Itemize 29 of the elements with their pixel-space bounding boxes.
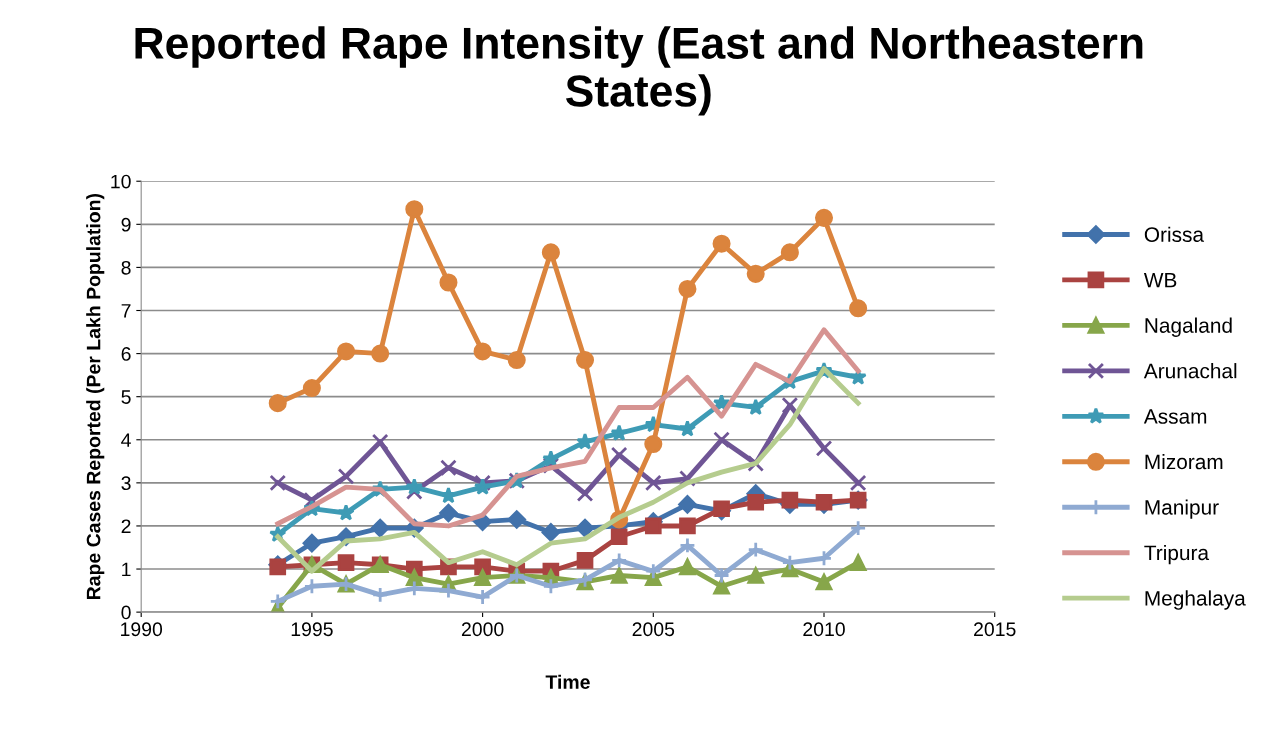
x-tick-label: 2015: [974, 622, 1016, 637]
legend-label: Arunachal: [1143, 363, 1237, 379]
y-tick-label: 1: [122, 562, 131, 577]
y-axis-title: Rape Cases Reported (Per Lakh Population): [86, 193, 105, 600]
y-tick-label: 9: [121, 217, 131, 232]
y-tick-label: 10: [111, 174, 131, 189]
y-tick-label: 6: [121, 347, 131, 361]
y-tick-label: 8: [121, 260, 131, 275]
legend-label: Nagaland: [1145, 317, 1232, 338]
legend-label: Meghalaya: [1145, 590, 1246, 610]
legend-label: Tripura: [1144, 544, 1210, 565]
y-tick-label: 3: [121, 476, 131, 491]
legend-label: Mizoram: [1145, 453, 1223, 470]
legend-label: WB: [1143, 272, 1177, 288]
x-tick-label: 2010: [803, 622, 845, 637]
legend-label: Assam: [1143, 409, 1207, 424]
legend-label: Manipur: [1145, 499, 1219, 519]
x-axis-title: Time: [545, 674, 590, 689]
chart-title: Reported Rape Intensity (East and Northeastern States): [135, 26, 1143, 116]
y-tick-label: 4: [121, 433, 131, 447]
y-tick-label: 2: [121, 519, 131, 533]
y-tick-label: 0: [121, 605, 131, 620]
y-tick-label: 7: [121, 304, 131, 318]
x-tick-label: 1995: [291, 622, 333, 637]
x-tick-label: 2000: [461, 622, 504, 637]
x-tick-label: 1990: [121, 622, 163, 637]
legend-label: Orissa: [1144, 226, 1205, 242]
y-tick-label: 5: [121, 390, 131, 404]
x-tick-label: 2005: [632, 622, 675, 637]
